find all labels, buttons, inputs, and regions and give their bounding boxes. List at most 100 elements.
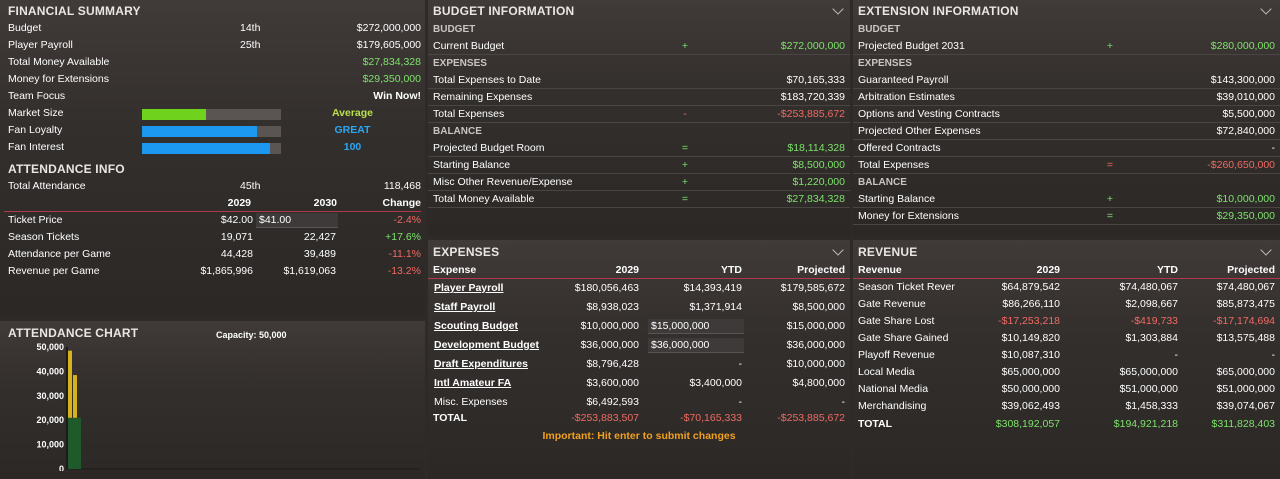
info-row-value: $72,840,000: [1216, 125, 1275, 137]
info-row: Starting Balance + $8,500,000: [428, 157, 850, 174]
chevron-down-icon[interactable]: [832, 244, 844, 256]
expense-row: Staff Payroll $8,938,023 $1,371,914 $8,500,…: [428, 298, 850, 317]
info-row-label: Remaining Expenses: [433, 91, 533, 103]
info-row: Money for Extensions = $29,350,000: [853, 208, 1280, 225]
info-row-label: Money for Extensions: [858, 210, 959, 222]
financial-row: Total Money Available $27,834,328: [0, 54, 425, 71]
expense-row-label[interactable]: Scouting Budget: [434, 320, 518, 332]
chevron-down-icon[interactable]: [1260, 3, 1272, 15]
revenue-ytd-value: $1,303,884: [1125, 332, 1178, 344]
revenue-ytd-value: $2,098,667: [1125, 298, 1178, 310]
chevron-down-icon[interactable]: [832, 3, 844, 15]
header-2030: 2030: [313, 197, 337, 209]
ticket-price-input-value: $41.00: [259, 214, 292, 226]
total-attendance-rank: 45th: [240, 180, 261, 192]
attendance-change-value: +17.6%: [385, 231, 421, 243]
attendance-2030-value: 39,489: [303, 248, 336, 260]
revenue-row: Gate Revenue $86,266,110 $2,098,667 $85,873…: [853, 296, 1280, 313]
chevron-down-icon[interactable]: [1260, 244, 1272, 256]
info-row: Options and Vesting Contracts $5,500,000: [853, 106, 1280, 123]
info-row-operator: +: [681, 40, 689, 52]
header-ytd: YTD: [721, 264, 742, 276]
ytd-budget-input[interactable]: $15,000,000: [648, 319, 744, 334]
attendance-bar: [68, 417, 81, 469]
revenue-ytd-value: $65,000,000: [1119, 366, 1178, 378]
section-header: EXPENSES: [433, 58, 487, 69]
expense-ytd-value: $1,371,914: [689, 301, 742, 313]
expense-projected-value: $10,000,000: [786, 358, 845, 370]
expense-row-label[interactable]: Draft Expenditures: [434, 358, 528, 370]
attendance-row-label: Season Tickets: [8, 231, 80, 243]
expense-projected-value: $8,500,000: [792, 301, 845, 313]
info-row-value: -$253,885,672: [777, 108, 845, 120]
budget-information-title: BUDGET INFORMATION: [433, 4, 575, 18]
revenue-row: National Media $50,000,000 $51,000,000 $51,…: [853, 381, 1280, 398]
fan-loyalty-bar: [142, 126, 281, 137]
revenue-total-row: TOTAL $308,192,057 $194,921,218 $311,828,40…: [853, 416, 1280, 433]
expense-row: Development Budget $36,000,000 $36,000,000…: [428, 336, 850, 355]
info-row-operator: +: [1106, 40, 1114, 52]
expense-projected-value: $15,000,000: [786, 320, 845, 332]
revenue-row-label: Playoff Revenue: [858, 349, 935, 361]
info-row-value: $143,300,000: [1210, 74, 1275, 86]
extension-information-title: EXTENSION INFORMATION: [858, 4, 1019, 18]
expense-2029-value: $180,056,463: [574, 282, 639, 294]
y-tick-label: 20,000: [36, 415, 64, 425]
financial-row-label: Team Focus: [8, 90, 66, 102]
expense-2029-value: $10,000,000: [580, 320, 639, 332]
revenue-row: Local Media $65,000,000 $65,000,000 $65,000…: [853, 364, 1280, 381]
expense-row-label[interactable]: Intl Amateur FA: [434, 377, 512, 389]
header-projected: Projected: [1227, 264, 1275, 276]
info-row-value: $10,000,000: [1216, 193, 1275, 205]
attendance-chart-title: ATTENDANCE CHART: [8, 326, 139, 340]
expenses-header-row: Expense 2029 YTD Projected: [428, 262, 850, 279]
attendance-change-value: -13.2%: [387, 265, 421, 277]
revenue-total-projected: $311,828,403: [1211, 418, 1275, 430]
bar-fill: [142, 109, 206, 120]
info-row: Projected Budget Room = $18,114,328: [428, 140, 850, 157]
info-row: Total Expenses = -$260,650,000: [853, 157, 1280, 174]
info-row-operator: =: [1106, 159, 1114, 171]
market-size-row: Market Size Average: [0, 105, 425, 122]
revenue-ytd-value: $74,480,067: [1119, 281, 1178, 293]
attendance-2029-value: 44,428: [220, 248, 253, 260]
info-row-value: -$260,650,000: [1207, 159, 1275, 171]
submit-note: Important: Hit enter to submit changes: [542, 430, 736, 442]
info-row: Projected Budget 2031 + $280,000,000: [853, 38, 1280, 55]
expense-projected-value: $36,000,000: [786, 339, 845, 351]
info-row-label: Total Expenses: [433, 108, 505, 120]
info-row-label: Projected Other Expenses: [858, 125, 981, 137]
expense-projected-value: -: [841, 396, 846, 408]
revenue-row-label: Merchandising: [858, 400, 927, 412]
revenue-projected-value: $13,575,488: [1216, 332, 1275, 344]
expenses-total-projected: -$253,885,672: [777, 412, 845, 424]
market-size-value: Average: [331, 107, 374, 119]
info-row-value: $18,114,328: [787, 142, 845, 154]
financial-row-rank: 14th: [240, 22, 261, 34]
expense-row-label: Misc. Expenses: [434, 396, 508, 408]
revenue-projected-value: $85,873,475: [1216, 298, 1275, 310]
expense-row-label[interactable]: Development Budget: [434, 339, 540, 351]
financial-row-value: $272,000,000: [356, 22, 421, 34]
revenue-panel: REVENUE Revenue 2029 YTD Projected Season Ti…: [853, 240, 1280, 479]
revenue-row-label: National Media: [858, 383, 929, 395]
total-attendance-value: 118,468: [383, 180, 421, 192]
market-size-bar: [142, 109, 281, 120]
expense-2029-value: $8,938,023: [586, 301, 639, 313]
attendance-bar: [68, 350, 72, 469]
total-attendance-label: Total Attendance: [8, 180, 86, 192]
revenue-row-label: Local Media: [858, 366, 915, 378]
ticket-price-input[interactable]: $41.00: [256, 213, 338, 228]
info-row-value: $183,720,339: [780, 91, 845, 103]
financial-summary-panel: FINANCIAL SUMMARY Budget 14th $272,000,000…: [0, 0, 425, 316]
revenue-ytd-value: -$419,733: [1130, 315, 1178, 327]
revenue-row-label: Gate Share Gained: [858, 332, 949, 344]
section-header: BALANCE: [433, 126, 482, 137]
revenue-projected-value: $65,000,000: [1216, 366, 1275, 378]
financial-row-label: Total Money Available: [8, 56, 110, 68]
ytd-budget-input[interactable]: $36,000,000: [648, 338, 744, 353]
attendance-2029-value: 19,071: [220, 231, 253, 243]
market-size-label: Market Size: [8, 107, 64, 119]
expense-row-label[interactable]: Staff Payroll: [434, 301, 496, 313]
expense-row-label[interactable]: Player Payroll: [434, 282, 504, 294]
